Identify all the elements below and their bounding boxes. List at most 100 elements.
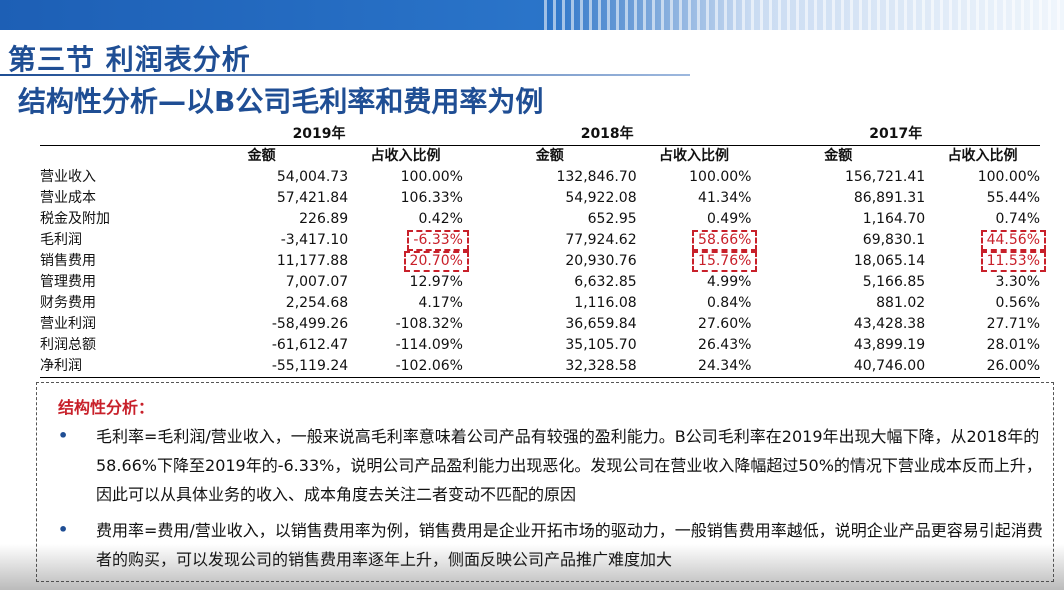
amount-cell: 69,830.1: [862, 232, 926, 248]
col-header-amount: 金额: [247, 148, 276, 164]
table-row: 净利润 -55,119.24 -102.06% 32,328.58 24.34% 40,7…: [40, 356, 1040, 378]
ratio-cell: 0.74%: [995, 211, 1040, 227]
bullet-point: •: [58, 426, 69, 445]
amount-cell: 881.02: [876, 295, 926, 311]
amount-cell: 652.95: [587, 211, 637, 227]
highlighted-value: 20.70%: [403, 251, 469, 272]
amount-cell: 5,166.85: [862, 274, 926, 290]
row-label: 营业成本: [40, 190, 96, 206]
amount-cell: -3,417.10: [280, 232, 349, 248]
amount-cell: -58,499.26: [271, 316, 349, 332]
ratio-cell: 28.01%: [986, 337, 1040, 353]
ratio-cell: 24.34%: [636, 356, 752, 378]
row-label: 管理费用: [40, 274, 96, 290]
col-header-amount: 金额: [535, 148, 564, 164]
ratio-cell: 27.60%: [698, 316, 752, 332]
highlighted-cell: -6.33%: [348, 230, 469, 251]
slide-subtitle: 结构性分析—以B公司毛利率和费用率为例: [18, 85, 544, 118]
ratio-cell: 4.17%: [418, 295, 463, 311]
ratio-cell: -102.06%: [348, 356, 463, 378]
col-header-amount: 金额: [824, 148, 853, 164]
row-label: 营业收入: [40, 169, 96, 185]
amount-cell: 156,721.41: [844, 169, 926, 185]
table-row: 毛利润 -3,417.10 -6.33% 77,924.62 58.66% 69,830.…: [40, 230, 1046, 251]
year-header-row: 2019年 2018年 2017年: [40, 124, 1040, 146]
ratio-cell: 4.99%: [706, 274, 752, 290]
highlighted-cell: 15.76%: [637, 251, 758, 272]
ratio-cell: 100.00%: [977, 169, 1040, 185]
amount-cell: 7,007.07: [285, 274, 349, 290]
ratio-cell: 100.00%: [400, 169, 463, 185]
row-label: 利润总额: [40, 337, 96, 353]
analysis-title: 结构性分析：: [58, 398, 155, 417]
table-row: 管理费用 7,007.07 12.97% 6,632.85 4.99% 5,166.85 3…: [40, 272, 1040, 293]
amount-cell: 40,746.00: [751, 356, 926, 378]
highlighted-value: -6.33%: [407, 230, 469, 251]
amount-cell: 18,065.14: [853, 253, 926, 269]
ratio-cell: 106.33%: [400, 190, 463, 206]
highlighted-cell: 44.56%: [925, 230, 1046, 251]
amount-cell: 36,659.84: [565, 316, 637, 332]
amount-cell: 54,004.73: [276, 169, 349, 185]
ratio-cell: 26.43%: [698, 337, 752, 353]
col-header-ratio: 占收入比例: [947, 148, 1018, 164]
top-banner: [0, 0, 1064, 30]
analysis-paragraph-expense-ratio: 费用率=费用/营业收入，以销售费用率为例，销售费用是企业开拓市场的驱动力，一般销…: [96, 521, 1043, 569]
row-label: 净利润: [40, 356, 176, 378]
table-row: 利润总额 -61,612.47 -114.09% 35,105.70 26.43% 43,…: [40, 335, 1040, 356]
table-row: 财务费用 2,254.68 4.17% 1,116.08 0.84% 881.02 0.56…: [40, 293, 1040, 314]
highlighted-value: 44.56%: [980, 230, 1046, 251]
year-header: 2018年: [462, 124, 752, 146]
row-label: 财务费用: [40, 295, 96, 311]
amount-cell: 1,164.70: [862, 211, 926, 227]
ratio-cell: 41.34%: [698, 190, 752, 206]
amount-cell: 54,922.08: [565, 190, 637, 206]
table-row: 销售费用 11,177.88 20.70% 20,930.76 15.76% 18,065…: [40, 251, 1046, 272]
amount-cell: 86,891.31: [853, 190, 926, 206]
table-body: 营业收入 54,004.73 100.00% 132,846.70 100.00% 156…: [40, 167, 1046, 378]
ratio-cell: 0.42%: [418, 211, 463, 227]
table-row: 税金及附加 226.89 0.42% 652.95 0.49% 1,164.70 0.74%: [40, 209, 1040, 230]
ratio-cell: 3.30%: [995, 274, 1040, 290]
table-row: 营业收入 54,004.73 100.00% 132,846.70 100.00% 156…: [40, 167, 1040, 188]
sub-header-row: 金额 占收入比例 金额 占收入比例 金额 占收入比例: [40, 146, 1040, 168]
table-row: 营业成本 57,421.84 106.33% 54,922.08 41.34% 86,89…: [40, 188, 1040, 209]
amount-cell: 77,924.62: [565, 232, 637, 248]
highlighted-value: 15.76%: [692, 251, 758, 272]
ratio-cell: 100.00%: [689, 169, 752, 185]
amount-cell: 43,899.19: [853, 337, 926, 353]
highlighted-cell: 20.70%: [348, 251, 469, 272]
title-underline: [0, 74, 690, 76]
amount-cell: 11,177.88: [276, 253, 349, 269]
section-title: 第三节 利润表分析: [8, 43, 251, 76]
amount-cell: 2,254.68: [285, 295, 349, 311]
row-label: 毛利润: [40, 232, 82, 248]
row-label: 税金及附加: [40, 211, 110, 227]
table-row: 营业利润 -58,499.26 -108.32% 36,659.84 27.60% 43,…: [40, 314, 1040, 335]
ratio-cell: 27.71%: [986, 316, 1040, 332]
amount-cell: 6,632.85: [574, 274, 637, 290]
ratio-cell: 0.84%: [706, 295, 752, 311]
amount-cell: -61,612.47: [271, 337, 349, 353]
amount-cell: -55,119.24: [175, 356, 349, 378]
amount-cell: 1,116.08: [574, 295, 637, 311]
row-label: 销售费用: [40, 253, 96, 269]
income-statement-table: 2019年 2018年 2017年 金额 占收入比例 金额 占收入比例 金额 占…: [40, 124, 1046, 378]
ratio-cell: -108.32%: [395, 316, 463, 332]
amount-cell: 20,930.76: [565, 253, 637, 269]
ratio-cell: 55.44%: [986, 190, 1040, 206]
analysis-box: [36, 382, 1054, 582]
amount-cell: 57,421.84: [276, 190, 349, 206]
amount-cell: 132,846.70: [556, 169, 637, 185]
row-label: 营业利润: [40, 316, 96, 332]
amount-cell: 226.89: [299, 211, 349, 227]
amount-cell: 32,328.58: [462, 356, 637, 378]
ratio-cell: 12.97%: [409, 274, 463, 290]
col-header-ratio: 占收入比例: [370, 148, 441, 164]
year-header: 2019年: [175, 124, 463, 146]
banner-decoration: [544, 0, 1064, 30]
bullet-point: •: [58, 520, 69, 539]
year-header: 2017年: [751, 124, 1040, 146]
ratio-cell: 26.00%: [925, 356, 1040, 378]
amount-cell: 43,428.38: [853, 316, 926, 332]
